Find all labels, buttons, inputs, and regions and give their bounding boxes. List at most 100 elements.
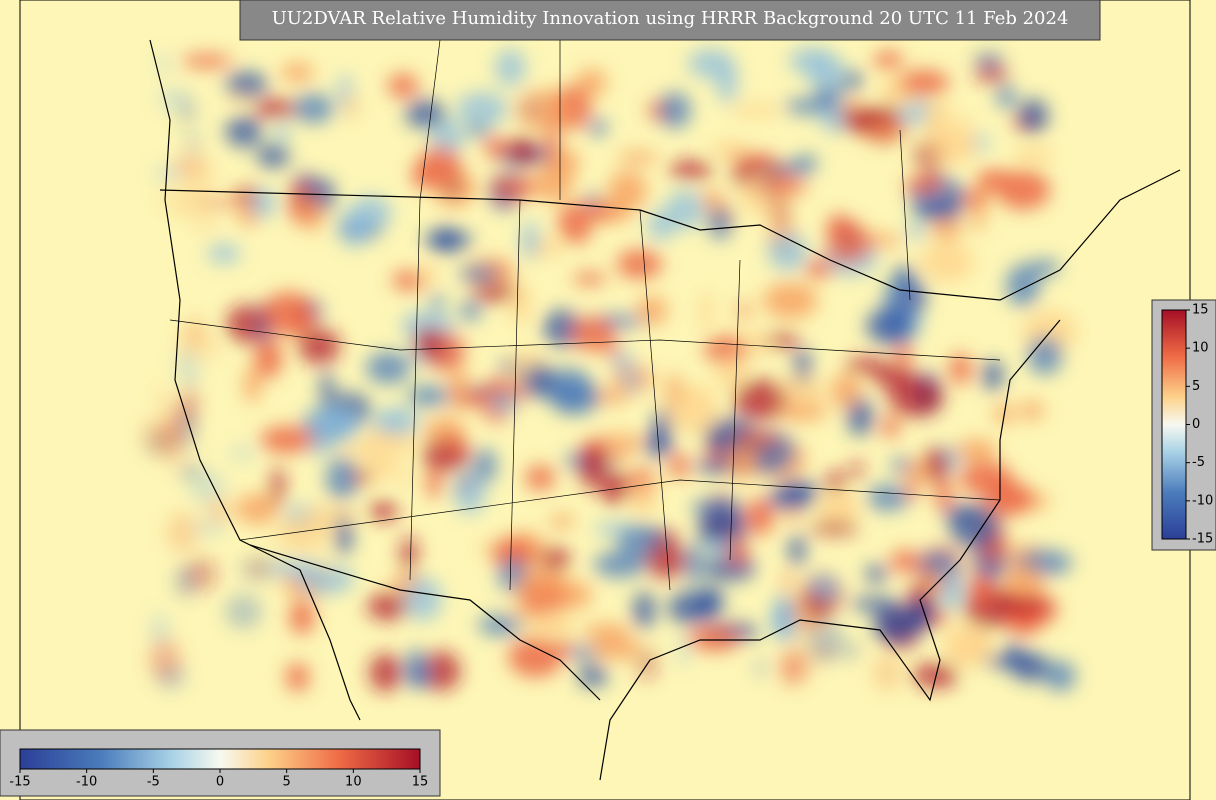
humidity-blob [1018,98,1049,133]
humidity-blob [534,165,573,202]
humidity-blob [606,342,619,360]
humidity-blob [285,662,310,692]
humidity-blob [178,464,204,480]
humidity-blob [949,353,972,385]
humidity-blob [274,122,289,144]
humidity-blob [590,206,615,220]
humidity-blob [923,446,950,483]
humidity-blob [677,631,690,668]
humidity-blob [456,91,508,127]
humidity-blob [246,556,272,579]
humidity-blob [582,623,632,641]
humidity-blob [919,241,974,283]
humidity-blob [830,373,862,409]
humidity-blob [260,425,316,454]
humidity-blob [156,54,172,74]
humidity-blob [298,327,341,365]
humidity-blob [192,218,220,235]
humidity-blob [401,471,414,487]
humidity-blob [387,73,419,98]
colorbar-tick-label: -10 [76,775,97,790]
humidity-blob [339,208,371,248]
humidity-blob [521,221,539,260]
humidity-blob [872,365,915,389]
humidity-blob [904,458,931,485]
humidity-blob [404,648,428,690]
humidity-blob [275,515,329,552]
humidity-blob [431,292,444,312]
humidity-blob [976,170,1012,188]
humidity-blob [807,53,846,93]
humidity-blob [236,493,279,525]
humidity-blob [999,597,1048,614]
humidity-blob [183,336,223,362]
humidity-blob [925,130,976,165]
humidity-blob [154,383,170,414]
humidity-blob [788,534,806,567]
humidity-blob [700,189,724,209]
humidity-blob [851,596,900,612]
humidity-blob [473,448,497,484]
humidity-blob [154,165,181,182]
humidity-blob [967,572,995,607]
boundaries [149,39,1181,781]
humidity-blob [668,392,719,434]
humidity-blob [704,417,757,455]
humidity-blob [996,84,1016,109]
humidity-blob [839,108,879,132]
northern-border [159,169,1181,301]
humidity-blob [849,462,864,479]
humidity-blob [303,196,323,232]
humidity-blob [847,397,874,437]
humidity-blob [495,48,526,87]
humidity-blob [593,551,646,578]
humidity-blob [632,591,656,629]
humidity-blob [420,651,461,691]
humidity-blob [782,645,800,688]
humidity-blob [982,359,1004,392]
humidity-blob [181,54,233,68]
humidity-blob [340,444,373,458]
colorbar-tick-label: -5 [147,775,160,790]
humidity-blob [935,478,952,512]
humidity-blob [166,512,199,553]
humidity-blob [293,93,334,124]
humidity-blob [1013,147,1054,164]
humidity-blob [508,637,563,678]
humidity-blob [669,452,689,479]
humidity-blob [407,385,451,407]
colorbar-tick-label: 15 [412,775,429,790]
humidity-blob [781,573,795,590]
colorbar-tick-label: 5 [1192,379,1200,394]
colorbar-tick-label: 10 [345,775,362,790]
humidity-blob [766,490,813,509]
humidity-blob [616,249,663,279]
humidity-blob [872,654,902,692]
humidity-blob [873,51,904,70]
humidity-blob [149,638,181,680]
humidity-blob [665,190,705,230]
humidity-blob [250,188,276,218]
humidity-blob [776,403,828,421]
humidity-blob [668,160,714,180]
humidity-blob [426,467,442,499]
humidity-blob [404,577,442,621]
humidity-blob [763,282,818,319]
humidity-blob [809,521,860,535]
colorbar-tick-label: 15 [1192,303,1209,318]
humidity-blob [156,427,187,464]
humidity-blob [308,440,330,457]
humidity-blob [807,264,821,278]
humidity-blob [688,625,740,652]
humidity-blob [890,549,920,573]
southern-border [249,544,601,701]
humidity-blob [414,266,440,281]
humidity-blob [368,501,399,521]
colorbar-tick-label: -5 [1192,455,1205,470]
humidity-blob [207,243,241,264]
humidity-blob [455,393,487,406]
humidity-blob [826,221,871,264]
humidity-blob [369,653,403,692]
humidity-blob [521,363,556,398]
